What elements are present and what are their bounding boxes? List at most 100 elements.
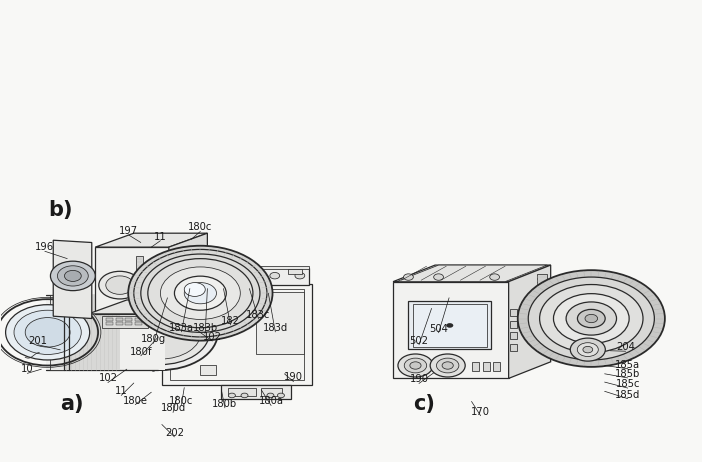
Circle shape (270, 273, 279, 279)
Text: 170: 170 (471, 407, 490, 417)
Text: 102: 102 (98, 373, 117, 383)
Circle shape (540, 285, 643, 353)
Bar (510, 321, 517, 328)
Circle shape (267, 393, 274, 398)
Circle shape (398, 354, 433, 377)
Bar (256, 292, 304, 354)
Circle shape (578, 310, 605, 328)
Text: 180b: 180b (212, 399, 237, 409)
Text: 180c: 180c (169, 395, 194, 406)
Bar (171, 290, 304, 380)
Bar (510, 332, 517, 339)
Text: 183a: 183a (169, 323, 194, 333)
Polygon shape (393, 282, 509, 378)
Circle shape (174, 276, 226, 310)
Circle shape (434, 274, 444, 280)
Bar (510, 344, 517, 351)
Circle shape (179, 347, 193, 357)
Text: 185b: 185b (615, 369, 640, 379)
Circle shape (528, 277, 654, 360)
Bar (413, 304, 487, 346)
Text: 190: 190 (284, 372, 303, 383)
Circle shape (103, 295, 218, 370)
Circle shape (228, 393, 235, 398)
Text: 180d: 180d (161, 403, 185, 413)
Text: 190: 190 (409, 374, 428, 384)
Bar (106, 322, 113, 325)
Bar (173, 269, 186, 274)
Circle shape (120, 306, 201, 359)
Text: 180g: 180g (141, 334, 166, 344)
Polygon shape (393, 265, 550, 282)
Circle shape (184, 283, 205, 297)
Bar (493, 362, 500, 371)
Text: 183d: 183d (263, 323, 288, 333)
Text: b): b) (48, 200, 73, 220)
Text: a): a) (60, 394, 84, 414)
Text: 185d: 185d (615, 389, 640, 400)
Text: 204: 204 (616, 342, 635, 352)
Circle shape (442, 362, 453, 369)
Text: 11: 11 (115, 386, 128, 396)
Text: 180c: 180c (188, 222, 213, 232)
Circle shape (570, 338, 605, 361)
Bar (162, 284, 312, 385)
Text: 183c: 183c (246, 310, 271, 320)
Circle shape (173, 343, 200, 361)
Text: 102: 102 (203, 332, 222, 342)
Bar (126, 322, 133, 325)
Bar (510, 309, 517, 316)
Text: 201: 201 (28, 335, 47, 346)
Circle shape (295, 273, 305, 279)
Circle shape (128, 246, 272, 340)
Bar (200, 365, 216, 375)
Circle shape (65, 270, 81, 281)
Circle shape (51, 261, 95, 291)
Bar (135, 317, 143, 321)
Circle shape (58, 266, 88, 286)
Circle shape (583, 346, 592, 353)
Circle shape (518, 270, 665, 367)
Bar (126, 317, 133, 321)
Bar (221, 385, 291, 399)
Circle shape (177, 297, 195, 308)
Text: 182: 182 (221, 316, 240, 326)
Bar (409, 301, 491, 349)
Ellipse shape (146, 294, 161, 371)
Circle shape (112, 300, 209, 365)
Text: 11: 11 (154, 231, 167, 242)
Circle shape (437, 358, 459, 373)
Circle shape (404, 358, 427, 373)
Circle shape (446, 323, 453, 328)
Circle shape (220, 273, 230, 279)
Circle shape (6, 305, 90, 360)
Bar (116, 322, 123, 325)
Text: 504: 504 (429, 324, 448, 334)
Polygon shape (397, 265, 547, 282)
Circle shape (141, 254, 260, 332)
Text: 183b: 183b (193, 323, 218, 333)
Bar (261, 388, 282, 396)
Circle shape (177, 310, 195, 322)
Bar (50, 295, 64, 370)
Circle shape (194, 273, 204, 279)
Circle shape (585, 314, 597, 322)
Circle shape (430, 354, 465, 377)
Text: 197: 197 (119, 226, 138, 236)
Circle shape (25, 317, 70, 347)
Circle shape (99, 271, 141, 299)
Bar (536, 274, 547, 348)
Polygon shape (509, 265, 550, 378)
Bar (135, 322, 143, 325)
Text: 196: 196 (35, 242, 54, 252)
Circle shape (134, 249, 267, 337)
Polygon shape (169, 233, 207, 314)
Circle shape (566, 302, 616, 335)
Circle shape (490, 274, 500, 280)
Circle shape (177, 324, 195, 336)
Circle shape (14, 310, 81, 354)
Text: 10: 10 (21, 364, 34, 374)
Circle shape (577, 343, 598, 357)
Bar (166, 267, 309, 269)
Bar (228, 388, 256, 396)
